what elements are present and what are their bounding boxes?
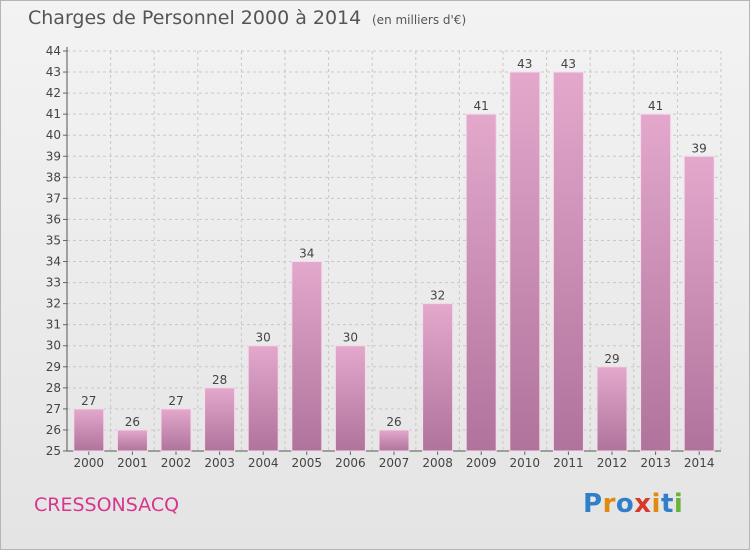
bar [116,429,148,452]
logo-letter: x [634,489,652,519]
bar [204,387,236,452]
x-tick-label: 2007 [379,456,410,470]
x-tick-label: 2014 [684,456,715,470]
bar-value-label: 41 [648,99,663,113]
grid-lines [66,50,722,452]
y-tick-label: 36 [46,212,61,226]
x-tick-label: 2000 [74,456,105,470]
x-tick-label: 2009 [466,456,497,470]
x-tick-label: 2001 [117,456,148,470]
y-tick-label: 40 [46,128,61,142]
bar [160,408,192,452]
y-tick-label: 34 [46,255,61,269]
x-tick-label: 2005 [292,456,323,470]
bar [683,155,715,452]
bar [73,408,105,452]
logo-letter: i [651,489,661,519]
bar-value-label: 39 [692,141,707,155]
labels: 25 26 27 28 29 30 31 32 33 34 35 36 37 38 39 40 41 42 43 44… [46,44,715,470]
bar-value-label: 29 [604,352,619,366]
y-tick-label: 28 [46,381,61,395]
y-tick-label: 38 [46,170,61,184]
y-tick-label: 39 [46,149,61,163]
bar [378,429,410,452]
chart-title: Charges de Personnel 2000 à 2014 [28,7,362,29]
bar-value-label: 32 [430,289,445,303]
y-tick-label: 44 [46,44,61,58]
bars [73,71,715,452]
bar-value-label: 27 [168,394,183,408]
y-tick-label: 33 [46,276,61,290]
bar-value-label: 41 [474,99,489,113]
logo-letter: r [602,489,616,519]
bar-value-label: 28 [212,373,227,387]
bar [422,303,454,452]
x-tick-label: 2012 [597,456,628,470]
bar [465,113,497,452]
x-tick-label: 2003 [204,456,235,470]
y-tick-label: 37 [46,191,61,205]
y-tick-label: 30 [46,339,61,353]
bar [640,113,672,452]
bar [552,71,584,452]
x-tick-label: 2006 [335,456,366,470]
bar [509,71,541,452]
bar [247,345,279,452]
bar-value-label: 27 [81,394,96,408]
x-tick-label: 2010 [510,456,541,470]
y-tick-label: 27 [46,402,61,416]
y-tick-label: 43 [46,65,61,79]
bar-value-label: 26 [386,415,401,429]
bar-value-label: 34 [299,247,314,261]
chart-subtitle: (en milliers d'€) [372,13,467,27]
y-tick-label: 25 [46,444,61,458]
y-tick-label: 42 [46,86,61,100]
location-name: CRESSONSACQ [34,494,180,516]
bar [334,345,366,452]
logo-letter: P [583,489,603,519]
bar-value-label: 30 [256,331,271,345]
y-tick-label: 29 [46,360,61,374]
bar [291,261,323,452]
bar-value-label: 26 [125,415,140,429]
proxiti-logo[interactable]: Proxiti [583,489,683,519]
logo-letter: i [673,489,684,519]
logo-letter: t [660,489,674,519]
x-tick-label: 2004 [248,456,279,470]
y-tick-label: 41 [46,107,61,121]
y-tick-label: 35 [46,233,61,247]
x-tick-label: 2008 [422,456,453,470]
logo-letter: o [615,489,635,519]
bar-value-label: 30 [343,331,358,345]
x-tick-label: 2002 [161,456,192,470]
y-tick-label: 32 [46,297,61,311]
bar [596,366,628,452]
bar-value-label: 43 [561,57,576,71]
x-tick-label: 2011 [553,456,584,470]
y-tick-label: 26 [46,423,61,437]
bar-value-label: 43 [517,57,532,71]
x-tick-label: 2013 [640,456,671,470]
y-tick-label: 31 [46,318,61,332]
